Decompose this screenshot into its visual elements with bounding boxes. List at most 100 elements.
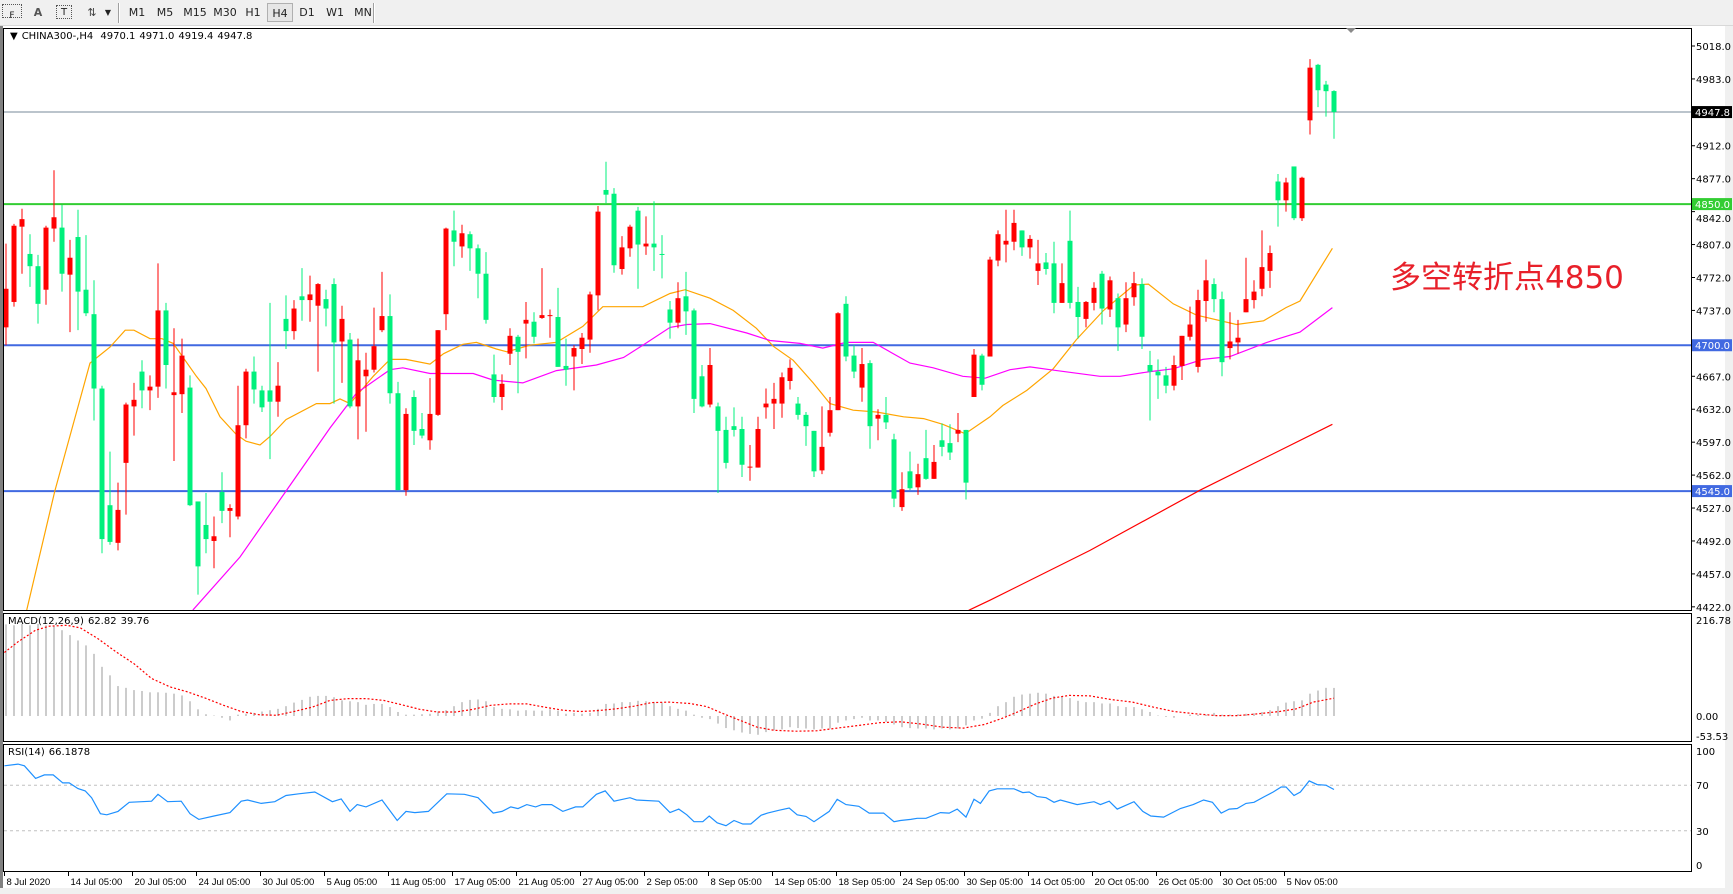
macd-panel[interactable] [4, 623, 1335, 735]
bearish-candle [883, 396, 889, 429]
candle-body [1115, 298, 1121, 328]
bullish-candle [43, 225, 49, 305]
timeframe-m5[interactable]: M5 [156, 6, 174, 19]
timeframe-mn[interactable]: MN [354, 6, 372, 19]
bullish-candle [1035, 239, 1041, 286]
bearish-candle [139, 360, 145, 409]
window-right-border [1725, 26, 1733, 894]
rsi-title: RSI(14) [8, 747, 45, 758]
candle-body [1067, 240, 1073, 303]
candle-body [923, 458, 929, 479]
bullish-candle [67, 239, 73, 333]
bullish-candle [1251, 280, 1257, 309]
bearish-candle [723, 416, 729, 469]
chart-shift-icon[interactable] [1346, 28, 1356, 33]
level-price-label: 4850.0 [1695, 200, 1730, 211]
candle-body [459, 233, 465, 247]
bullish-candle [1171, 355, 1177, 391]
bearish-candle [907, 451, 913, 491]
bullish-candle [51, 170, 57, 242]
timeframe-m30[interactable]: M30 [213, 6, 237, 19]
bearish-candle [1099, 270, 1105, 325]
timeframe-h1[interactable]: H1 [245, 6, 261, 19]
candle-body [107, 505, 113, 542]
bullish-candle [227, 504, 233, 538]
chevron-down-icon[interactable]: ▼ [104, 8, 112, 17]
bullish-candle [835, 312, 841, 411]
date-axis-label: 20 Jul 05:00 [135, 877, 187, 888]
text-label-tool-icon[interactable]: T [56, 5, 72, 19]
bullish-candle [995, 230, 1001, 267]
candle-body [467, 234, 473, 249]
properties-icon[interactable]: F [2, 4, 22, 21]
bullish-candle [771, 382, 777, 429]
candle-body [1299, 177, 1305, 219]
candle-body [899, 489, 905, 508]
bullish-candle [1123, 282, 1129, 333]
candle-body [187, 387, 193, 506]
candle-body [1171, 364, 1177, 386]
candle-body [499, 383, 505, 397]
price-axis-label: 4527.0 [1696, 504, 1731, 515]
timeframe-w1[interactable]: W1 [326, 6, 344, 19]
macd-main-value: 62.82 [87, 616, 117, 627]
rsi-label: RSI(14) 66.1878 [8, 747, 94, 758]
candle-body [603, 189, 609, 195]
bearish-candle [1075, 286, 1081, 339]
open-value: 4970.1 [100, 31, 136, 42]
candle-body [1059, 283, 1065, 303]
bullish-candle [1131, 271, 1137, 306]
arrows-tool-icon[interactable]: ⇅ [87, 6, 97, 19]
date-axis-label: 24 Sep 05:00 [903, 877, 960, 888]
candle-body [251, 371, 257, 390]
candle-body [963, 429, 969, 483]
bearish-candle [1115, 293, 1121, 351]
candle-body [443, 228, 449, 315]
window-left-border [0, 26, 3, 894]
timeframe-d1[interactable]: D1 [299, 6, 315, 19]
bullish-candle [1235, 319, 1241, 354]
timeframe-h4[interactable]: H4 [267, 3, 293, 22]
bearish-candle [91, 280, 97, 421]
timeframe-m1[interactable]: M1 [128, 6, 146, 19]
collapse-triangle-icon[interactable]: ▼ [10, 31, 18, 42]
text-tool-icon[interactable]: A [33, 6, 43, 19]
bullish-candle [643, 216, 649, 255]
candle-body [1107, 280, 1113, 310]
date-axis-label: 30 Sep 05:00 [967, 877, 1024, 888]
candle-body [779, 377, 785, 404]
date-axis-label: 14 Oct 05:00 [1031, 877, 1085, 888]
candle-body [1099, 273, 1105, 309]
candle-body [451, 230, 457, 242]
date-axis-label: 14 Sep 05:00 [775, 877, 832, 888]
high-value: 4971.0 [139, 31, 175, 42]
bearish-candle [283, 295, 289, 350]
rsi-panel[interactable] [4, 763, 1691, 832]
timeframe-m15[interactable]: M15 [183, 6, 207, 19]
bullish-candle [211, 516, 217, 569]
candle-body [1227, 341, 1233, 349]
bearish-candle [1211, 278, 1217, 313]
candle-body [379, 316, 385, 331]
bearish-candle [483, 252, 489, 324]
price-panel[interactable] [4, 59, 1692, 637]
candle-body [515, 336, 521, 352]
bullish-candle [1307, 59, 1313, 135]
candle-body [1331, 91, 1337, 113]
date-axis-label: 17 Aug 05:00 [455, 877, 511, 888]
bearish-candle [323, 289, 329, 327]
rsi-value: 66.1878 [48, 747, 91, 758]
bearish-candle [731, 407, 737, 437]
bullish-candle [435, 330, 441, 416]
candle-body [811, 430, 817, 472]
candle-body [907, 471, 913, 489]
candle-body [1243, 299, 1249, 313]
bullish-candle [1243, 257, 1249, 313]
bearish-candle [659, 235, 665, 279]
candle-body [867, 363, 873, 427]
bullish-candle [363, 352, 369, 432]
candle-body [1035, 263, 1041, 271]
date-axis-label: 30 Jul 05:00 [263, 877, 315, 888]
candle-body [339, 318, 345, 342]
